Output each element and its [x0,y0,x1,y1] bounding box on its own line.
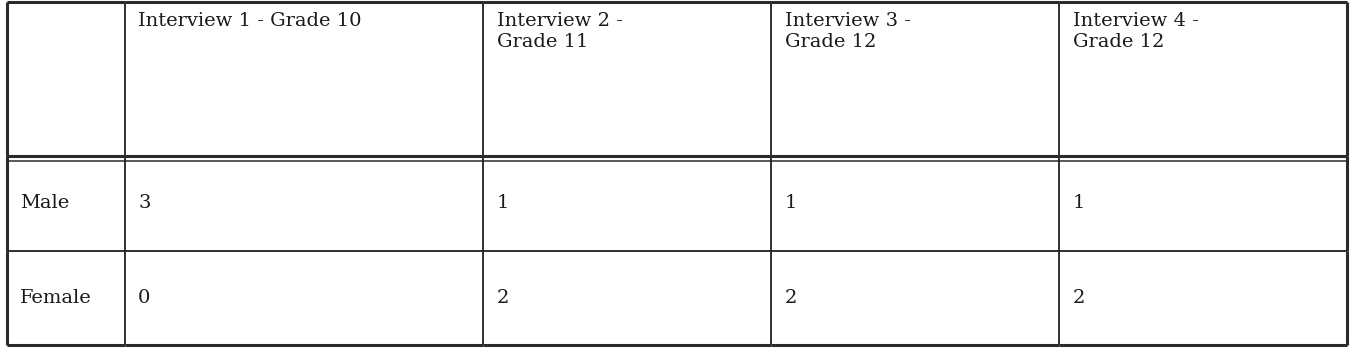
Text: Interview 1 - Grade 10: Interview 1 - Grade 10 [138,12,362,30]
Text: 0: 0 [138,289,150,307]
Text: Interview 4 -
Grade 12: Interview 4 - Grade 12 [1072,12,1198,51]
Text: 2: 2 [1072,289,1086,307]
Text: 1: 1 [785,194,798,212]
Bar [483,251,772,345]
Bar [7,156,125,251]
Bar [1059,156,1347,251]
Bar [1059,2,1347,156]
Bar [7,251,125,345]
Bar [483,2,772,156]
Text: Interview 3 -
Grade 12: Interview 3 - Grade 12 [785,12,911,51]
Bar [1059,251,1347,345]
Bar [772,156,1059,251]
Text: 3: 3 [138,194,150,212]
Text: 1: 1 [1072,194,1086,212]
Text: 1: 1 [497,194,509,212]
Text: Male: Male [20,194,69,212]
Bar [125,251,483,345]
Bar [772,2,1059,156]
Bar [772,251,1059,345]
Text: Female: Female [20,289,92,307]
Bar [125,2,483,156]
Bar [125,156,483,251]
Text: Interview 2 -
Grade 11: Interview 2 - Grade 11 [497,12,623,51]
Bar [7,2,125,156]
Bar [483,156,772,251]
Text: 2: 2 [785,289,798,307]
Text: 2: 2 [497,289,509,307]
